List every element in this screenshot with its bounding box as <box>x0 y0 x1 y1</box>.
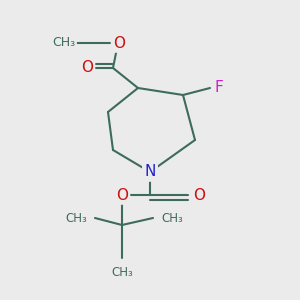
Text: N: N <box>144 164 156 179</box>
Text: CH₃: CH₃ <box>111 266 133 279</box>
Text: O: O <box>81 61 93 76</box>
Text: F: F <box>215 80 224 95</box>
Text: O: O <box>193 188 205 202</box>
Text: CH₃: CH₃ <box>65 212 87 224</box>
Text: CH₃: CH₃ <box>161 212 183 224</box>
Text: O: O <box>116 188 128 202</box>
Text: CH₃: CH₃ <box>52 37 75 50</box>
Text: O: O <box>113 35 125 50</box>
